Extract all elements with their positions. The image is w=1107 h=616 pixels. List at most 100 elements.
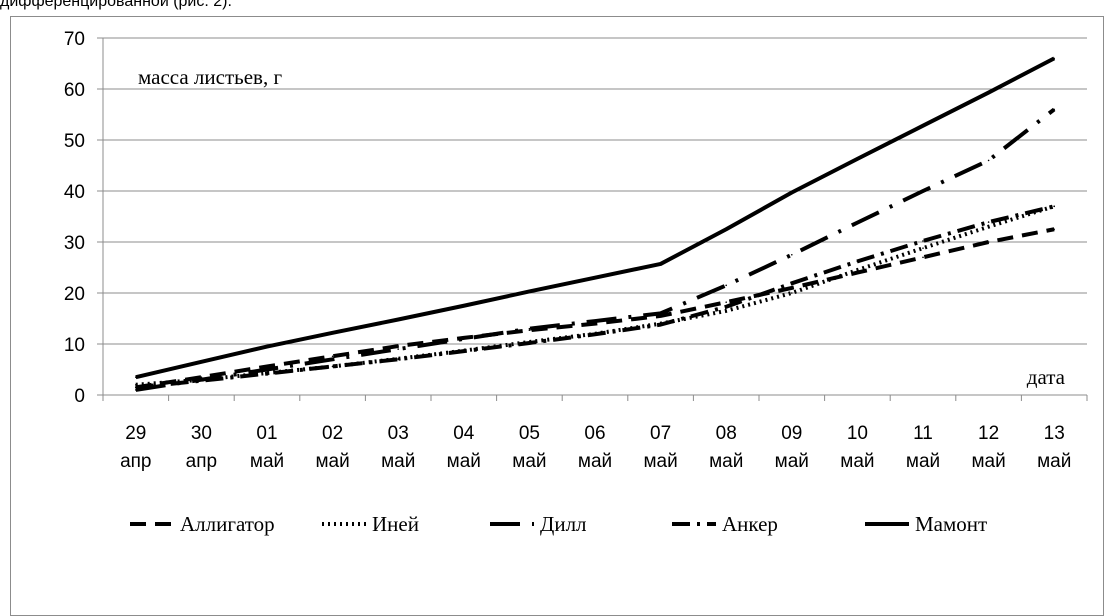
x-tick-label: 01 [256, 423, 277, 444]
data-point [856, 221, 859, 224]
data-point [1053, 205, 1055, 208]
data-point [266, 365, 268, 368]
y-tick-label: 20 [64, 284, 85, 305]
x-tick-label: 06 [584, 423, 605, 444]
data-point [266, 368, 268, 371]
data-point [331, 358, 334, 361]
x-tick-label: май [315, 451, 349, 472]
data-point [922, 240, 924, 242]
data-point [791, 287, 793, 289]
data-point [659, 315, 662, 317]
data-point [856, 271, 859, 274]
x-tick-label: май [971, 451, 1005, 472]
y-tick-label: 60 [64, 80, 85, 101]
x-tick-label: 02 [322, 423, 343, 444]
data-point [135, 389, 137, 391]
series-lines [135, 56, 1056, 392]
x-tick-label: май [775, 451, 809, 472]
x-tick-label: май [447, 451, 481, 472]
data-point [987, 221, 990, 223]
data-point [725, 305, 727, 308]
data-point [331, 331, 334, 334]
data-point [856, 158, 859, 160]
data-point [266, 345, 268, 348]
legend-label: Мамонт [915, 512, 987, 536]
data-point [987, 241, 990, 243]
x-tick-label: 11 [913, 423, 933, 444]
data-point [1053, 228, 1055, 231]
x-tick-label: 09 [781, 423, 802, 444]
series-line-2 [135, 204, 1055, 387]
data-point [725, 228, 727, 231]
data-point [331, 355, 334, 358]
data-point [200, 361, 203, 363]
x-tick-label: апр [120, 451, 151, 472]
data-point [791, 292, 793, 294]
data-point [463, 304, 465, 307]
data-point [463, 350, 465, 352]
x-tick-label: 03 [388, 423, 409, 444]
x-tick-label: май [709, 451, 743, 472]
series-line-5 [135, 56, 1056, 380]
data-point [594, 320, 596, 322]
series-line-4 [135, 204, 1055, 390]
x-tick-label: 04 [453, 423, 475, 444]
data-point [397, 358, 400, 361]
y-tick-label: 70 [64, 29, 85, 50]
data-point [1053, 57, 1055, 60]
data-point [791, 253, 793, 256]
data-point [528, 342, 531, 344]
legend: Аллигатор Иней Дилл Анкер Мамонт [130, 512, 987, 536]
data-point [594, 333, 596, 336]
x-tick-label: 08 [716, 423, 737, 444]
data-point [987, 91, 990, 94]
x-tick-label: 12 [978, 423, 999, 444]
x-tick-label: апр [186, 451, 217, 472]
legend-label: Дилл [540, 512, 587, 536]
data-point [528, 327, 531, 330]
data-point [463, 338, 465, 340]
data-point [200, 379, 203, 382]
data-point [922, 124, 924, 127]
data-point [528, 329, 531, 332]
data-point [856, 260, 859, 263]
data-point [135, 384, 137, 386]
y-tick-label: 0 [74, 386, 85, 407]
legend-label: Аллигатор [180, 512, 275, 536]
x-tick-label: май [381, 451, 415, 472]
x-tick-label: 07 [650, 423, 671, 444]
x-tick-label: 29 [125, 423, 146, 444]
data-point [594, 276, 596, 279]
data-point [528, 290, 531, 293]
x-tick-label: 30 [191, 423, 212, 444]
line-chart: 0 10 20 30 40 50 60 70 29 апр 30 апр 01 май 02 май 03 май… [64, 29, 1088, 536]
data-point [725, 301, 727, 303]
data-point [397, 345, 400, 347]
y-tick-label: 10 [64, 335, 85, 356]
data-point [135, 386, 137, 389]
x-tick-label: май [1037, 451, 1071, 472]
data-point [397, 348, 400, 350]
data-point [200, 376, 203, 378]
x-tick-label: май [578, 451, 612, 472]
data-point [856, 269, 859, 271]
x-tick-label: 10 [847, 423, 868, 444]
y-axis-title: масса листьев, г [138, 65, 282, 89]
data-point [594, 322, 596, 325]
x-tick-label: май [840, 451, 874, 472]
legend-label: Иней [372, 512, 419, 536]
x-tick-label: май [512, 451, 546, 472]
x-tick-label: май [643, 451, 677, 472]
x-tick-label: 05 [519, 423, 540, 444]
data-point [791, 282, 793, 285]
legend-label: Анкер [722, 512, 778, 536]
data-point [987, 225, 990, 228]
series-line-1 [135, 227, 1055, 390]
data-point [659, 323, 662, 326]
y-tick-label: 40 [64, 182, 85, 203]
data-point [1053, 108, 1055, 111]
x-tick-label: 13 [1044, 423, 1065, 444]
y-tick-label: 50 [64, 131, 85, 152]
y-tick-label: 30 [64, 233, 85, 254]
data-point [922, 190, 924, 192]
